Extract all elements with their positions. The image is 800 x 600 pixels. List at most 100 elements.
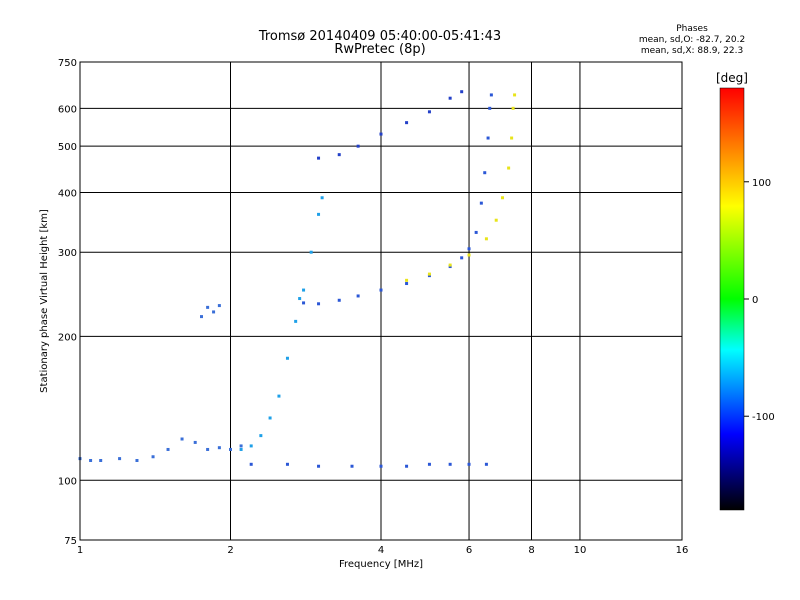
data-point [320,196,324,200]
data-point [427,110,431,114]
y-tick-label: 400 [58,188,77,199]
data-point [350,464,354,468]
plot-frame [79,61,683,541]
data-point [302,288,306,292]
data-point [337,298,341,302]
data-point [118,457,122,461]
chart-subtitle: RwPretec (8p) [334,42,426,57]
data-point [309,250,313,254]
data-point [460,90,464,94]
data-point [239,444,243,448]
data-point [379,132,383,136]
y-tick-label: 600 [58,104,77,115]
data-point [483,171,487,175]
data-point [337,153,341,157]
data-point [217,304,221,308]
data-point [448,96,452,100]
data-point [484,237,488,241]
data-point [501,196,505,200]
data-point [494,218,498,222]
data-point [180,437,184,441]
data-point [249,462,253,466]
colorbar-ticks: 100 0 -100 [744,178,775,423]
data-point [405,278,409,282]
colorbar-tick-label: 0 [752,295,758,306]
data-point [268,416,272,420]
y-tick-label: 300 [58,248,77,259]
data-point [479,201,483,205]
data-point [229,447,232,451]
data-point [212,310,216,314]
data-point [259,434,263,438]
data-point [217,446,221,450]
data-point [510,136,514,140]
data-point [474,230,478,234]
x-tick-label: 1 [77,545,83,556]
data-point [277,394,281,398]
data-point [488,106,492,110]
phase-stats-o-mode: mean, sd,O: -82.7, 20.2 [638,35,746,45]
data-point [166,447,170,451]
data-point [151,455,155,459]
data-point [486,136,490,140]
data-point [206,447,210,451]
grid-lines [80,62,682,540]
data-point [448,462,452,466]
y-tick-label: 750 [58,58,77,69]
phase-stats-heading: Phases [676,24,708,34]
data-point [484,462,488,466]
y-tick-labels: 75 100 200 300 400 500 600 750 [58,58,77,547]
y-tick-label: 100 [58,476,77,487]
colorbar-tick-label: -100 [752,412,775,423]
data-point [356,294,360,298]
data-point [89,458,93,462]
data-point [405,282,409,286]
data-point [507,166,511,170]
colorbar [719,87,745,511]
y-axis-label: Stationary phase Virtual Height [km] [39,209,50,393]
data-point [356,144,360,148]
data-point [427,462,431,466]
colorbar-label: [deg] [716,71,748,85]
data-point [302,301,306,305]
data-point [99,458,103,462]
data-point [405,464,409,468]
data-point [405,121,409,125]
data-point [317,302,321,306]
data-point [294,319,298,323]
data-point [511,106,515,110]
x-tick-label: 2 [227,545,233,556]
data-point [489,93,493,97]
data-point [467,462,471,466]
data-point [379,288,383,292]
data-point [467,253,471,257]
data-point [317,464,321,468]
x-tick-labels: 1 2 4 6 8 10 16 [77,545,689,556]
data-point [298,297,302,301]
data-point [427,274,431,278]
x-tick-label: 6 [466,545,472,556]
phase-stats: Phases mean, sd,O: -82.7, 20.2 mean, sd,… [592,24,792,57]
data-point [427,272,431,276]
y-tick-label: 200 [58,332,77,343]
data-point [285,356,289,360]
x-tick-label: 10 [574,545,587,556]
data-point [239,447,243,451]
x-tick-label: 16 [676,545,689,556]
data-points [78,90,517,468]
data-point [249,444,253,448]
data-point [448,263,452,267]
data-point [513,93,517,97]
data-point [206,305,210,309]
data-point [193,440,197,444]
data-point [317,212,321,216]
data-point [317,156,321,160]
data-point [379,464,383,468]
colorbar-tick-label: 100 [752,178,771,189]
phase-stats-x-mode: mean, sd,X: 88.9, 22.3 [640,46,744,56]
x-tick-label: 4 [378,545,384,556]
chart-title: Tromsø 20140409 05:40:00-05:41:43 [258,29,502,44]
data-point [460,256,464,260]
x-axis-label: Frequency [MHz] [339,559,423,570]
